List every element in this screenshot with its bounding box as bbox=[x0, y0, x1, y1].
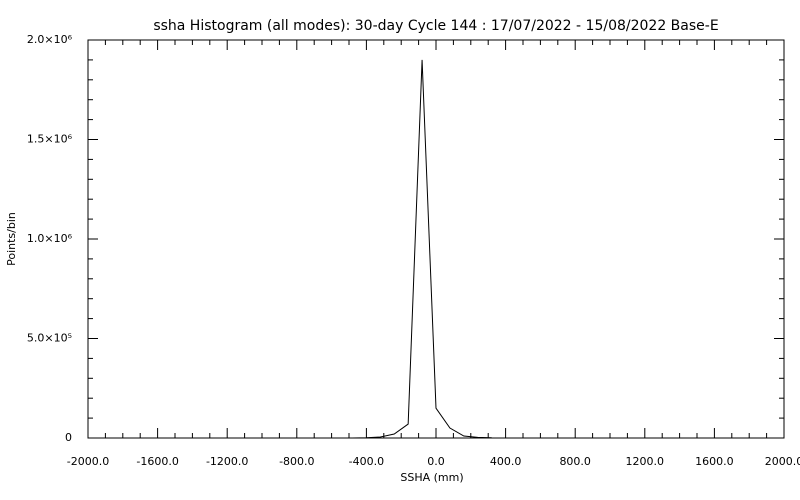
x-tick-label: -2000.0 bbox=[67, 455, 109, 468]
x-tick-label: -1200.0 bbox=[206, 455, 248, 468]
x-tick-label: -800.0 bbox=[279, 455, 314, 468]
y-tick-label: 5.0×10⁵ bbox=[27, 332, 72, 345]
chart-title: ssha Histogram (all modes): 30-day Cycle… bbox=[153, 18, 718, 34]
x-tick-label: -400.0 bbox=[349, 455, 384, 468]
y-tick-label: 1.5×10⁶ bbox=[27, 133, 73, 146]
plot-frame bbox=[87, 39, 785, 439]
x-tick-label: 0.0 bbox=[427, 455, 445, 468]
x-tick-label: 1200.0 bbox=[626, 455, 665, 468]
y-tick-label: 0 bbox=[65, 431, 72, 444]
y-axis-label: Points/bin bbox=[5, 212, 18, 266]
x-tick-label: -1600.0 bbox=[136, 455, 178, 468]
y-tick-label: 1.0×10⁶ bbox=[27, 232, 73, 245]
x-tick-label: 400.0 bbox=[490, 455, 522, 468]
x-axis-label: SSHA (mm) bbox=[400, 471, 463, 484]
histogram-line bbox=[352, 59, 492, 439]
x-tick-label: 2000.0 bbox=[765, 455, 800, 468]
y-tick-label: 2.0×10⁶ bbox=[27, 33, 73, 46]
x-tick-label: 800.0 bbox=[559, 455, 591, 468]
x-tick-label: 1600.0 bbox=[695, 455, 734, 468]
